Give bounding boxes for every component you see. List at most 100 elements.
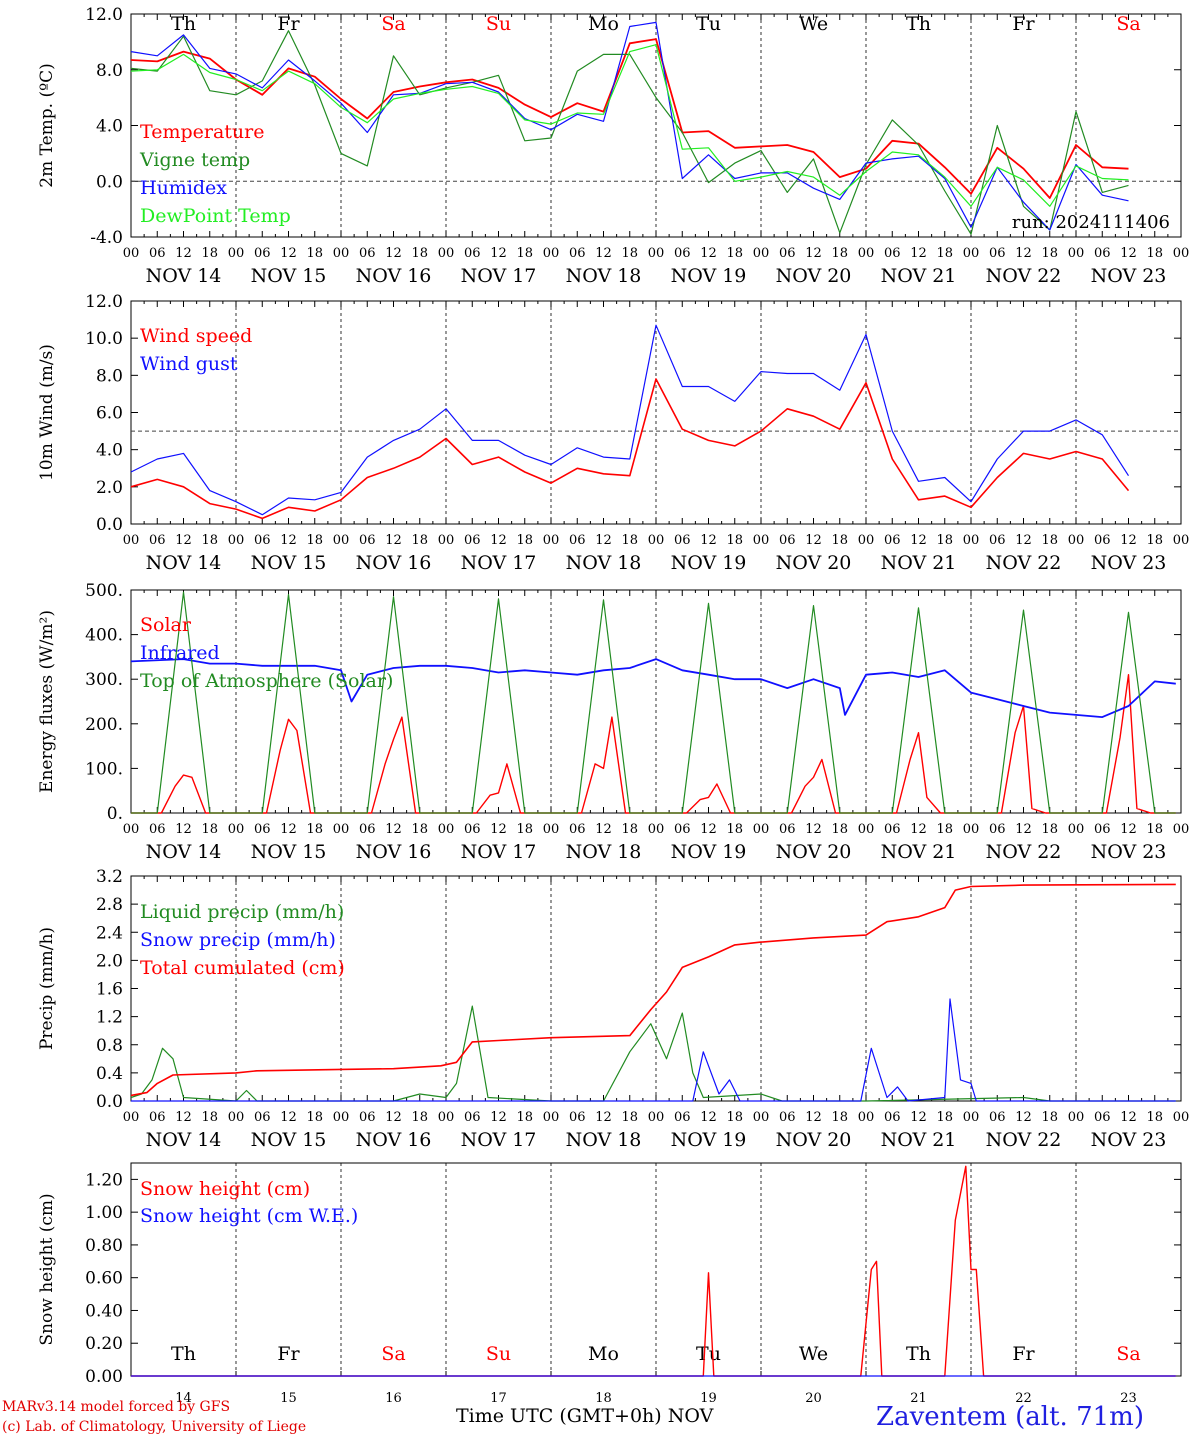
hour-tick-label: 00: [1173, 533, 1190, 548]
weekday-label: Sa: [381, 13, 405, 35]
date-label: NOV 20: [776, 552, 852, 574]
hour-tick-label: 18: [831, 533, 848, 548]
hour-tick-label: 00: [438, 1110, 455, 1125]
date-label: NOV 23: [1091, 552, 1167, 574]
hour-tick-label: 18: [411, 246, 428, 261]
series-line: [130, 21, 1129, 231]
hour-tick-label: 18: [831, 246, 848, 261]
legend-entry: Solar: [140, 614, 192, 636]
date-label: NOV 23: [1091, 1129, 1167, 1151]
day-number-label: 16: [385, 1391, 402, 1406]
y-tick-label: 2.0: [96, 478, 123, 498]
hour-tick-label: 00: [1173, 822, 1190, 837]
hour-tick-label: 12: [1015, 246, 1032, 261]
hour-tick-label: 06: [569, 533, 586, 548]
hour-tick-label: 12: [595, 1110, 612, 1125]
hour-tick-label: 00: [1068, 1110, 1085, 1125]
hour-tick-label: 12: [700, 1110, 717, 1125]
legend-entry: Snow height (cm W.E.): [140, 1205, 358, 1227]
date-label: NOV 19: [671, 265, 747, 287]
legend-entry: Snow precip (mm/h): [140, 929, 336, 951]
weekday-label: Sa: [381, 1343, 405, 1365]
hour-tick-label: 12: [1015, 1110, 1032, 1125]
hour-tick-label: 12: [385, 246, 402, 261]
hour-tick-label: 00: [543, 246, 560, 261]
day-number-label: 23: [1120, 1391, 1137, 1406]
y-tick-label: 100.: [85, 759, 123, 779]
hour-tick-label: 06: [989, 1110, 1006, 1125]
hour-tick-label: 18: [516, 533, 533, 548]
date-label: NOV 14: [146, 265, 222, 287]
hour-tick-label: 00: [228, 822, 245, 837]
series-line: [130, 38, 1129, 199]
date-label: NOV 16: [356, 841, 432, 863]
hour-tick-label: 06: [884, 1110, 901, 1125]
y-tick-label: 4.0: [96, 117, 123, 137]
hour-tick-label: 06: [254, 246, 271, 261]
date-label: NOV 20: [776, 265, 852, 287]
hour-tick-label: 00: [438, 533, 455, 548]
hour-tick-label: 18: [306, 246, 323, 261]
y-tick-label: 0.00: [85, 1367, 123, 1387]
hour-tick-label: 06: [359, 822, 376, 837]
hour-tick-label: 12: [1015, 533, 1032, 548]
hour-tick-label: 18: [621, 1110, 638, 1125]
date-label: NOV 18: [566, 1129, 642, 1151]
hour-tick-label: 06: [1094, 533, 1111, 548]
legend-entry: Humidex: [140, 177, 227, 199]
hour-tick-label: 18: [726, 533, 743, 548]
hour-tick-label: 06: [569, 1110, 586, 1125]
hour-tick-label: 00: [438, 246, 455, 261]
hour-tick-label: 18: [936, 533, 953, 548]
hour-tick-label: 00: [858, 822, 875, 837]
y-tick-label: 0.80: [85, 1236, 123, 1256]
date-label: NOV 14: [146, 1129, 222, 1151]
day-number-label: 21: [910, 1391, 927, 1406]
hour-tick-label: 06: [569, 822, 586, 837]
hour-tick-label: 12: [805, 246, 822, 261]
hour-tick-label: 06: [779, 822, 796, 837]
hour-tick-label: 18: [726, 822, 743, 837]
date-label: NOV 21: [881, 265, 957, 287]
legend-entry: Wind speed: [140, 325, 252, 347]
weekday-label: Su: [486, 13, 511, 35]
weekday-label: Fr: [1012, 13, 1035, 35]
hour-tick-label: 06: [779, 533, 796, 548]
hour-tick-label: 12: [805, 1110, 822, 1125]
hour-tick-label: 18: [1041, 822, 1058, 837]
hour-tick-label: 18: [201, 1110, 218, 1125]
legend-entry: Top of Atmosphere (Solar): [140, 670, 393, 692]
y-tick-label: 0.8: [96, 1036, 123, 1056]
weekday-label: Fr: [277, 13, 300, 35]
series-line: [130, 30, 1129, 235]
hour-tick-label: 12: [175, 1110, 192, 1125]
weekday-label: Tu: [696, 1343, 721, 1365]
hour-tick-label: 18: [621, 822, 638, 837]
legend-entry: Snow height (cm): [140, 1178, 310, 1200]
legend-entry: Temperature: [140, 121, 264, 143]
date-label: NOV 15: [251, 265, 327, 287]
hour-tick-label: 00: [333, 533, 350, 548]
hour-tick-label: 18: [1146, 533, 1163, 548]
hour-tick-label: 18: [516, 246, 533, 261]
date-label: NOV 22: [986, 552, 1062, 574]
day-number-label: 14: [175, 1391, 192, 1406]
hour-tick-label: 06: [359, 1110, 376, 1125]
hour-tick-label: 06: [464, 822, 481, 837]
hour-tick-label: 12: [1120, 533, 1137, 548]
hour-tick-label: 00: [753, 246, 770, 261]
weekday-label: Su: [486, 1343, 511, 1365]
series-line: [131, 591, 1176, 814]
day-number-label: 22: [1015, 1391, 1032, 1406]
date-label: NOV 18: [566, 552, 642, 574]
y-tick-label: 12.0: [85, 292, 123, 312]
hour-tick-label: 12: [1120, 822, 1137, 837]
legend-entry: Infrared: [140, 642, 220, 664]
hour-tick-label: 12: [595, 533, 612, 548]
hour-tick-label: 00: [123, 822, 140, 837]
hour-tick-label: 06: [779, 246, 796, 261]
hour-tick-label: 00: [123, 533, 140, 548]
hour-tick-label: 18: [831, 1110, 848, 1125]
hour-tick-label: 12: [595, 822, 612, 837]
hour-tick-label: 12: [175, 246, 192, 261]
